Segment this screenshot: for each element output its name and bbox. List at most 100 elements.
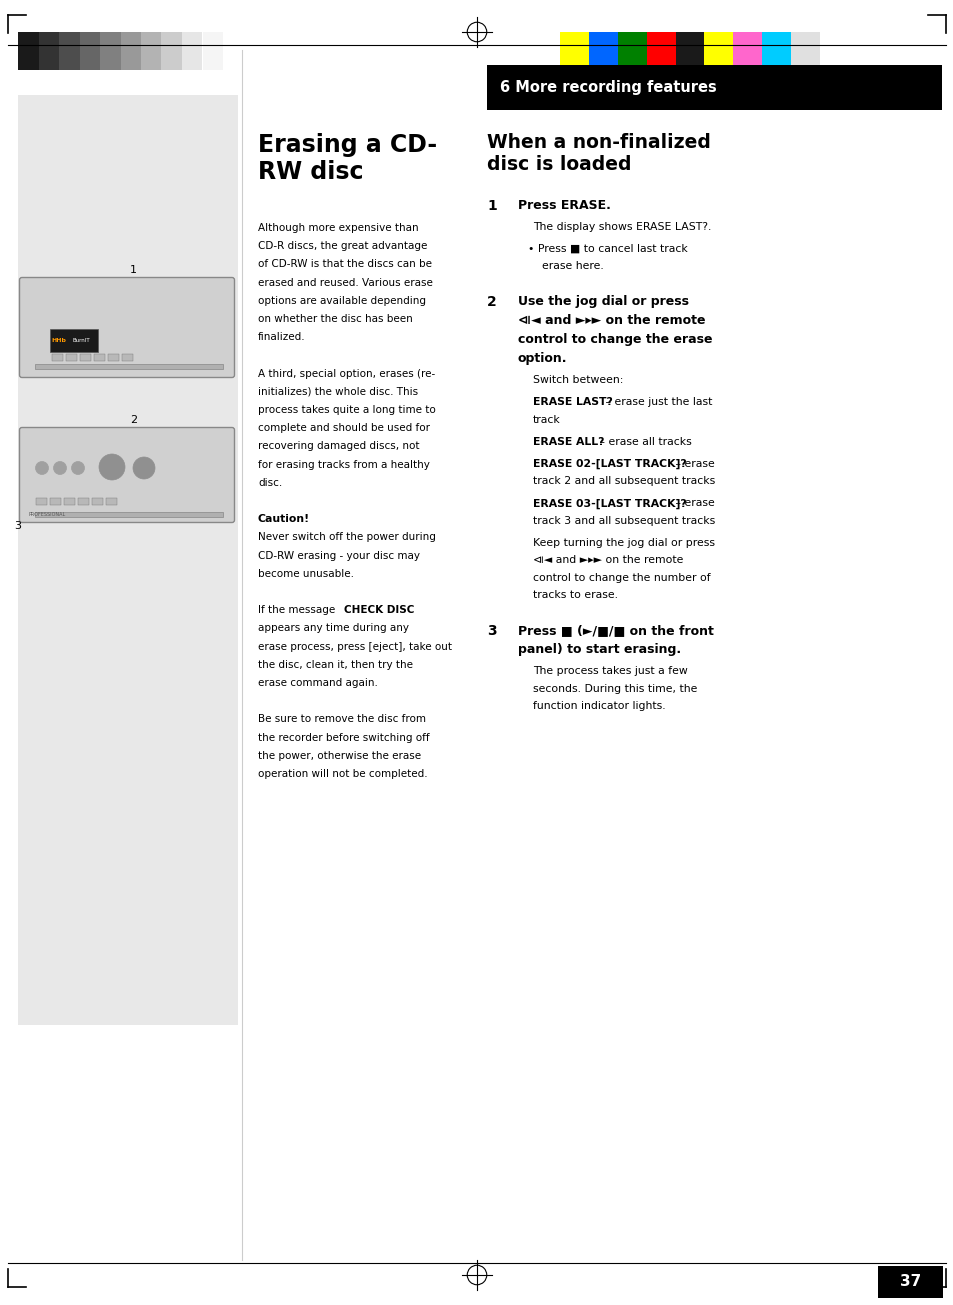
Text: – erase all tracks: – erase all tracks — [596, 437, 691, 446]
Bar — [106, 499, 117, 505]
Text: erased and reused. Various erase: erased and reused. Various erase — [257, 278, 433, 287]
Text: 37: 37 — [899, 1275, 921, 1289]
Text: CD-RW erasing - your disc may: CD-RW erasing - your disc may — [257, 551, 419, 561]
Text: erase command again.: erase command again. — [257, 679, 377, 688]
Text: ERASE 02-[LAST TRACK]?: ERASE 02-[LAST TRACK]? — [533, 459, 686, 468]
Text: become unusable.: become unusable. — [257, 569, 354, 579]
Text: track 3 and all subsequent tracks: track 3 and all subsequent tracks — [533, 515, 715, 526]
Text: seconds. During this time, the: seconds. During this time, the — [533, 684, 697, 694]
Bar — [588, 33, 618, 70]
Text: When a non-finalized
disc is loaded: When a non-finalized disc is loaded — [486, 133, 710, 174]
Text: CD-R discs, the great advantage: CD-R discs, the great advantage — [257, 241, 427, 251]
Text: 2: 2 — [486, 295, 497, 309]
Bar — [36, 499, 47, 505]
Text: operation will not be completed.: operation will not be completed. — [257, 769, 427, 779]
Bar — [18, 33, 38, 70]
Bar — [675, 33, 703, 70]
Text: control to change the erase: control to change the erase — [517, 334, 712, 346]
Bar — [202, 33, 223, 70]
Text: Switch between:: Switch between: — [533, 376, 622, 385]
Text: BurnIT: BurnIT — [71, 338, 90, 343]
Text: the recorder before switching off: the recorder before switching off — [257, 732, 429, 743]
Text: – erase just the last: – erase just the last — [601, 398, 712, 407]
Text: disc.: disc. — [257, 478, 282, 488]
Text: of CD-RW is that the discs can be: of CD-RW is that the discs can be — [257, 260, 432, 269]
Text: Press ERASE.: Press ERASE. — [517, 198, 610, 211]
Text: If the message: If the message — [257, 606, 338, 615]
Text: Use the jog dial or press: Use the jog dial or press — [517, 295, 688, 308]
Text: recovering damaged discs, not: recovering damaged discs, not — [257, 441, 419, 452]
Bar — [35, 364, 223, 369]
Text: 1: 1 — [130, 265, 137, 275]
Text: CHECK DISC: CHECK DISC — [344, 606, 414, 615]
Bar — [38, 33, 59, 70]
Bar — [559, 33, 588, 70]
Text: options are available depending: options are available depending — [257, 296, 426, 305]
Text: PROFESSIONAL: PROFESSIONAL — [28, 512, 65, 517]
Bar — [646, 33, 675, 70]
Text: ERASE 03-[LAST TRACK]?: ERASE 03-[LAST TRACK]? — [533, 499, 686, 509]
Bar — [50, 329, 98, 352]
Text: Never switch off the power during: Never switch off the power during — [257, 532, 436, 543]
Text: A third, special option, erases (re-: A third, special option, erases (re- — [257, 368, 435, 378]
Text: for erasing tracks from a healthy: for erasing tracks from a healthy — [257, 459, 430, 470]
Bar — [120, 33, 141, 70]
Circle shape — [71, 462, 85, 475]
Bar — [161, 33, 182, 70]
Bar — [80, 354, 91, 361]
Bar — [35, 512, 223, 517]
Text: process takes quite a long time to: process takes quite a long time to — [257, 405, 436, 415]
Circle shape — [53, 462, 67, 475]
Bar — [618, 33, 646, 70]
Bar — [877, 1266, 942, 1298]
Text: Keep turning the jog dial or press: Keep turning the jog dial or press — [533, 538, 714, 548]
Text: track: track — [533, 415, 560, 425]
Text: appears any time during any: appears any time during any — [257, 624, 409, 633]
Bar — [108, 354, 119, 361]
Bar — [182, 33, 202, 70]
Bar — [64, 499, 75, 505]
Bar — [52, 354, 63, 361]
Text: complete and should be used for: complete and should be used for — [257, 423, 430, 433]
Text: Press ■ (►/■/■ on the front: Press ■ (►/■/■ on the front — [517, 624, 713, 637]
Text: on whether the disc has been: on whether the disc has been — [257, 315, 413, 324]
Text: The display shows ERASE LAST?.: The display shows ERASE LAST?. — [533, 222, 711, 232]
Text: ERASE LAST?: ERASE LAST? — [533, 398, 612, 407]
Text: option.: option. — [517, 352, 567, 365]
Text: Caution!: Caution! — [257, 514, 310, 525]
Circle shape — [35, 462, 49, 475]
Text: 3: 3 — [486, 624, 497, 638]
Text: HHb: HHb — [51, 338, 67, 343]
Bar — [79, 33, 100, 70]
Text: erase process, press [eject], take out: erase process, press [eject], take out — [257, 642, 452, 651]
Text: ERASE ALL?: ERASE ALL? — [533, 437, 604, 446]
Bar — [761, 33, 790, 70]
Text: function indicator lights.: function indicator lights. — [533, 701, 665, 711]
Bar — [59, 33, 79, 70]
Text: tracks to erase.: tracks to erase. — [533, 590, 618, 600]
Circle shape — [99, 454, 125, 480]
Text: finalized.: finalized. — [257, 333, 305, 342]
Bar — [78, 499, 89, 505]
Circle shape — [132, 457, 154, 479]
Text: the disc, clean it, then try the: the disc, clean it, then try the — [257, 660, 413, 669]
Text: erase here.: erase here. — [527, 261, 603, 271]
Text: track 2 and all subsequent tracks: track 2 and all subsequent tracks — [533, 476, 715, 487]
Text: – erase: – erase — [671, 499, 714, 509]
Text: control to change the number of: control to change the number of — [533, 573, 710, 583]
Bar — [100, 33, 120, 70]
Bar — [486, 65, 941, 110]
Text: – erase: – erase — [671, 459, 714, 468]
Bar — [141, 33, 161, 70]
Bar — [50, 499, 61, 505]
FancyBboxPatch shape — [19, 428, 234, 522]
Text: 2: 2 — [130, 415, 137, 425]
Text: Erasing a CD-
RW disc: Erasing a CD- RW disc — [257, 133, 436, 184]
Text: The process takes just a few: The process takes just a few — [533, 666, 687, 676]
Text: initializes) the whole disc. This: initializes) the whole disc. This — [257, 386, 417, 397]
FancyBboxPatch shape — [19, 278, 234, 377]
Text: ⧏◄ and ►▸► on the remote: ⧏◄ and ►▸► on the remote — [517, 315, 705, 328]
Text: 1: 1 — [486, 198, 497, 213]
Text: • Press ■ to cancel last track: • Press ■ to cancel last track — [527, 244, 687, 254]
Text: 3: 3 — [14, 521, 21, 531]
